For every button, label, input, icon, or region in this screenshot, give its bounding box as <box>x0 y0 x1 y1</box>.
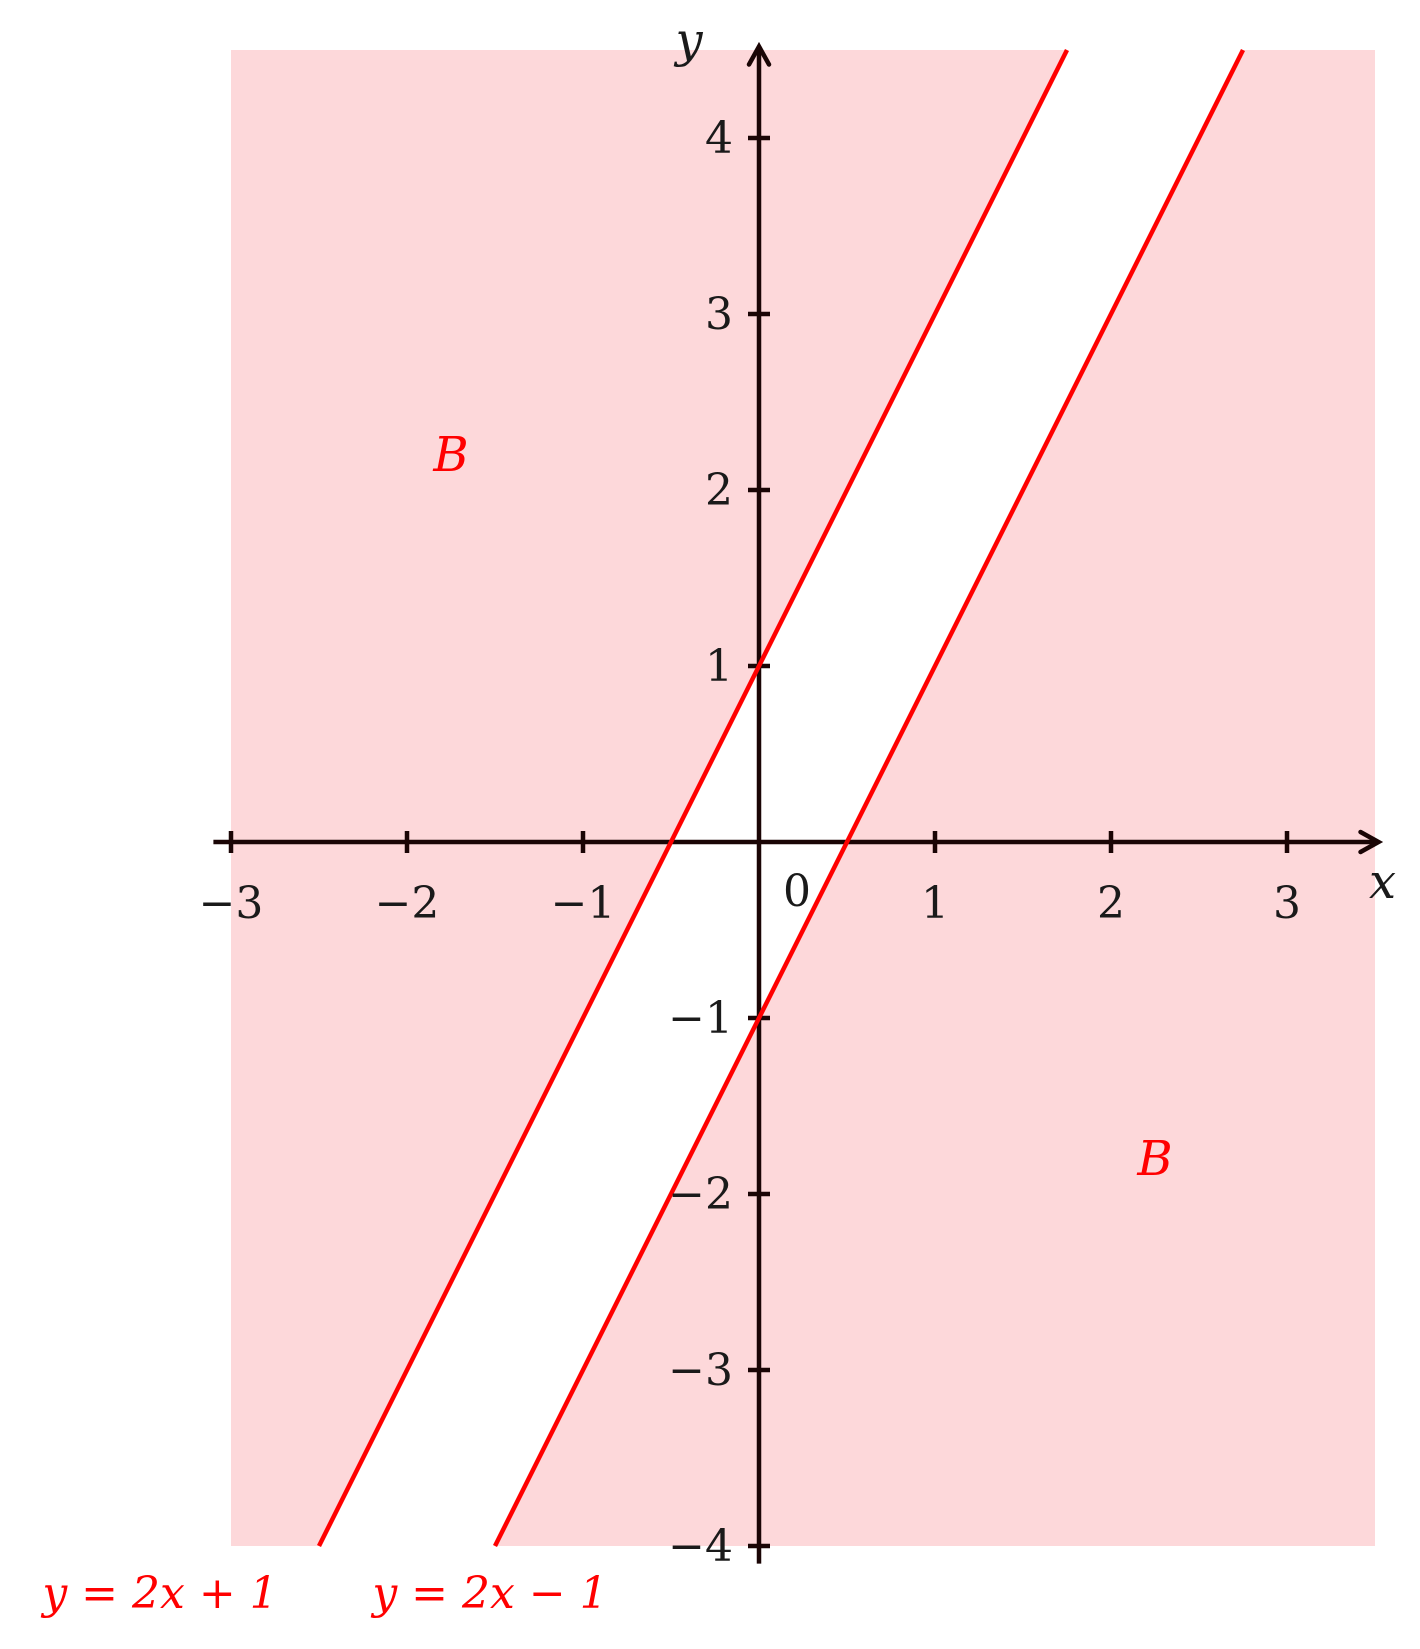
y-tick-label: 2 <box>705 465 733 516</box>
equation-label-2: y = 2x − 1 <box>370 1568 607 1619</box>
x-tick-label: −3 <box>199 878 264 929</box>
equation-label-1: y = 2x + 1 <box>40 1568 277 1619</box>
x-tick-label: −1 <box>551 878 616 929</box>
x-tick-label: 2 <box>1097 878 1125 929</box>
origin-label: 0 <box>783 866 811 917</box>
y-tick-label: 3 <box>705 289 733 340</box>
x-axis-label: x <box>1369 854 1396 910</box>
y-tick-label: −4 <box>668 1521 733 1572</box>
region-label-b-2: B <box>1136 1131 1172 1187</box>
y-tick-label: 1 <box>705 641 733 692</box>
y-tick-label: 4 <box>705 113 733 164</box>
x-tick-label: 1 <box>921 878 949 929</box>
y-tick-label: −1 <box>668 993 733 1044</box>
boundary-line-1 <box>316 48 1070 1548</box>
x-tick-label: 3 <box>1273 878 1301 929</box>
x-axis-arrow <box>1358 829 1384 855</box>
y-tick-label: −2 <box>668 1169 733 1220</box>
unshaded-strip <box>319 50 1243 1546</box>
region-label-b-1: B <box>432 427 468 483</box>
boundary-line-2 <box>492 48 1246 1548</box>
y-axis-label: y <box>673 12 703 68</box>
y-tick-label: −3 <box>668 1345 733 1396</box>
x-tick-label: −2 <box>375 878 440 929</box>
y-axis-arrow <box>746 41 772 67</box>
